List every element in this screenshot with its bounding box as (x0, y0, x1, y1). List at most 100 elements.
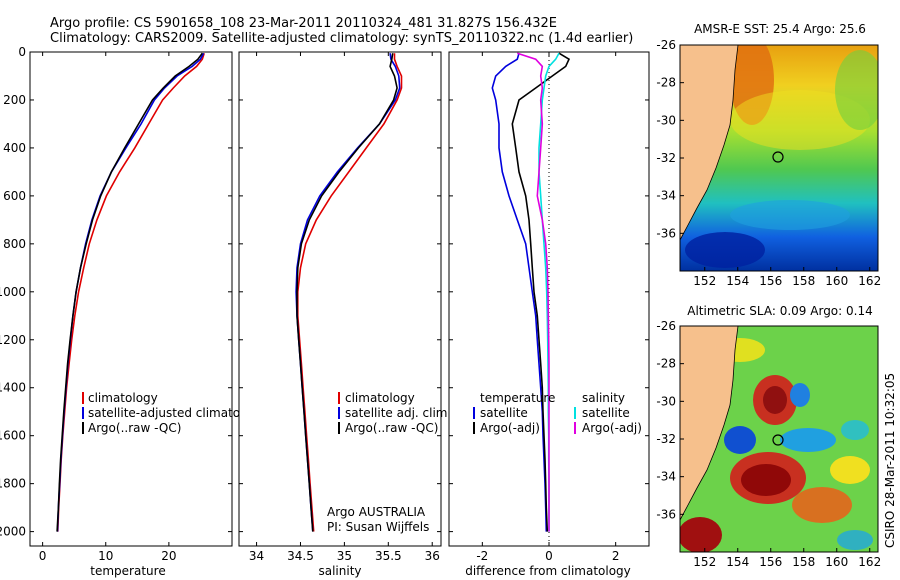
difference-lines (491, 52, 571, 532)
sla-argo-marker (772, 434, 784, 446)
difference-panel: -2 0 2 difference from climatology tempera… (448, 51, 650, 578)
legend-label-sal-satellite: satellite (582, 406, 630, 420)
map-y-tick-label: -32 (656, 432, 676, 446)
series-line-argo-raw-qc- (56, 52, 203, 532)
sst-cold-patch (685, 232, 765, 268)
y-tick-label: 0 (18, 45, 26, 59)
sst-land (680, 45, 739, 241)
map-y-tick-label: -32 (656, 151, 676, 165)
x-tick-label: 2 (612, 549, 620, 563)
legend-heading-salinity: salinity (582, 391, 625, 405)
x-tick-label: 0 (545, 549, 553, 563)
map-y-tick-label: -30 (656, 394, 676, 408)
sla-heatmap (680, 326, 878, 552)
sla-map-title: Altimetric SLA: 0.09 Argo: 0.14 (687, 304, 872, 318)
map-x-tick-label: 158 (792, 555, 815, 569)
map-x-tick-label: 162 (858, 555, 881, 569)
sla-yellow-1 (830, 456, 870, 484)
series-line-temperature-satellite (491, 52, 548, 532)
argo-program-label: Argo AUSTRALIA (327, 505, 426, 519)
y-tick-label: 400 (3, 141, 26, 155)
sla-map-ticks: 152 154 156 158 160 162 -26 -28 -30 -32 -34 -36 (656, 319, 881, 569)
legend-label-argo: Argo(..raw -QC) (345, 421, 438, 435)
map-y-tick-label: -30 (656, 113, 676, 127)
x-tick-label: -2 (476, 549, 488, 563)
legend-label-satellite: satellite-adjusted climatology (88, 406, 266, 420)
sla-low-2 (724, 426, 756, 454)
map-x-tick-label: 160 (825, 274, 848, 288)
pi-label: PI: Susan Wijffels (327, 520, 429, 534)
sla-map-panel: Altimetric SLA: 0.09 Argo: 0.14 152 154 15… (656, 304, 881, 569)
legend-label-satellite: satellite adj. clim. (345, 406, 451, 420)
legend-label-sal-argo: Argo(-adj) (582, 421, 642, 435)
series-line-argo-raw-qc- (296, 53, 398, 532)
x-tick-label: 35 (337, 549, 352, 563)
csiro-timestamp: CSIRO 28-Mar-2011 10:32:05 (883, 373, 897, 548)
salinity-panel: 34 34.5 35 35.5 36 salinity climatology sate… (238, 51, 451, 578)
x-tick-label: 0 (39, 549, 47, 563)
y-tick-label: 1600 (0, 429, 26, 443)
x-tick-label: 36 (425, 549, 440, 563)
temperature-axes-box (29, 51, 233, 547)
temperature-legend: climatology satellite-adjusted climatolo… (82, 391, 266, 435)
figure-title-line2: Climatology: CARS2009. Satellite-adjuste… (50, 31, 633, 46)
map-x-tick-label: 158 (792, 274, 815, 288)
x-tick-label: 34 (249, 549, 264, 563)
temperature-panel: 0 200 400 600 800 1000 1200 1400 1600 1800 2000 0 1… (0, 45, 266, 578)
sst-cool-patch (730, 200, 850, 230)
map-y-tick-label: -36 (656, 507, 676, 521)
salinity-legend: climatology satellite adj. clim. Argo(..… (338, 391, 451, 435)
x-tick-label: 10 (98, 549, 113, 563)
sst-map-panel: AMSR-E SST: 25.4 Argo: 25.6 152 154 156 158… (656, 22, 881, 288)
sst-yellow-band (730, 90, 870, 150)
sst-map-title: AMSR-E SST: 25.4 Argo: 25.6 (694, 22, 866, 36)
figure-title-line1: Argo profile: CS 5901658_108 23-Mar-2011… (50, 16, 557, 31)
legend-label-temp-argo: Argo(-adj) (480, 421, 540, 435)
map-y-tick-label: -36 (656, 226, 676, 240)
sla-low-4 (841, 420, 869, 440)
series-line-temperature-argo-adj- (511, 52, 571, 532)
map-y-tick-label: -28 (656, 357, 676, 371)
salinity-xlabel: salinity (318, 564, 361, 578)
salinity-depth-ticks (239, 51, 441, 533)
salinity-axes-box (238, 51, 442, 547)
map-x-tick-label: 154 (726, 555, 749, 569)
sst-map-ticks: 152 154 156 158 160 162 -26 -28 -30 -32 -34 -36 (656, 38, 881, 288)
y-tick-label: 600 (3, 189, 26, 203)
map-x-tick-label: 156 (759, 555, 782, 569)
sla-low-3 (790, 383, 810, 407)
sla-low-5 (837, 530, 873, 550)
map-x-tick-label: 154 (726, 274, 749, 288)
sla-high-1-core (763, 386, 787, 414)
sst-heatmap (680, 45, 878, 271)
map-y-tick-label: -34 (656, 470, 676, 484)
y-tick-label: 200 (3, 93, 26, 107)
series-line-climatology (296, 53, 403, 532)
y-tick-label: 2000 (0, 525, 26, 539)
difference-legend: temperature satellite Argo(-adj) salinit… (473, 391, 642, 435)
sla-high-2-core (741, 464, 791, 496)
sla-land (680, 326, 739, 521)
x-tick-label: 34.5 (287, 549, 314, 563)
legend-label-argo: Argo(..raw -QC) (88, 421, 181, 435)
map-x-tick-label: 156 (759, 274, 782, 288)
legend-label-climatology: climatology (88, 391, 158, 405)
sst-green-patch (835, 50, 878, 130)
sla-high-4 (680, 517, 722, 552)
y-tick-label: 1800 (0, 477, 26, 491)
sla-high-3 (792, 487, 852, 523)
legend-label-climatology: climatology (345, 391, 415, 405)
sst-argo-marker (772, 151, 784, 163)
sla-low-1 (780, 428, 836, 452)
map-y-tick-label: -28 (656, 76, 676, 90)
difference-depth-ticks (449, 51, 649, 533)
series-line-salinity-argo-adj- (517, 52, 550, 532)
y-tick-label: 1000 (0, 285, 26, 299)
map-y-tick-label: -26 (656, 38, 676, 52)
map-x-tick-label: 152 (693, 274, 716, 288)
y-tick-label: 800 (3, 237, 26, 251)
difference-xlabel: difference from climatology (465, 564, 631, 578)
temperature-lines (56, 52, 205, 532)
map-x-tick-label: 152 (693, 555, 716, 569)
